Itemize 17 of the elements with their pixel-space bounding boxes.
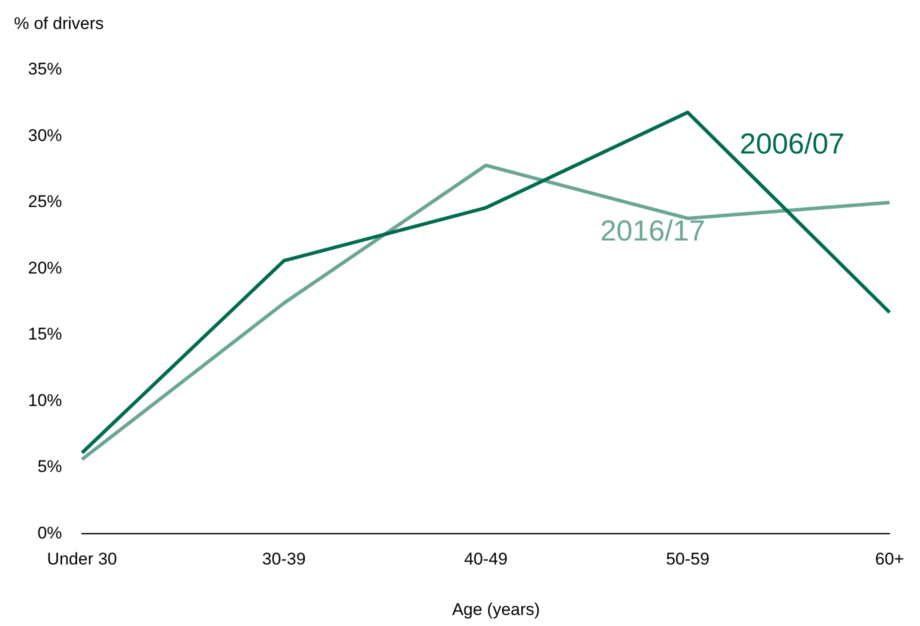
y-tick-label: 30% bbox=[28, 126, 62, 145]
y-tick-label: 0% bbox=[37, 523, 62, 542]
y-tick-label: 10% bbox=[28, 390, 62, 410]
x-tick-label: 40-49 bbox=[464, 549, 508, 568]
y-tick-label: 35% bbox=[28, 60, 62, 79]
series-label: 2016/17 bbox=[600, 215, 706, 248]
x-axis-title: Age (years) bbox=[451, 600, 541, 620]
x-tick-label: Under 30 bbox=[47, 549, 117, 568]
x-tick-label: 60+ bbox=[875, 549, 904, 568]
y-axis-title: % of drivers bbox=[14, 14, 104, 34]
x-tick-label: 50-59 bbox=[666, 549, 710, 568]
y-tick-label: 25% bbox=[28, 192, 62, 212]
x-tick-label: 30-39 bbox=[262, 549, 306, 568]
y-tick-label: 5% bbox=[37, 457, 62, 476]
series-label: 2006/07 bbox=[740, 128, 845, 160]
y-tick-label: 20% bbox=[28, 258, 62, 278]
y-tick-label: 15% bbox=[28, 324, 62, 344]
